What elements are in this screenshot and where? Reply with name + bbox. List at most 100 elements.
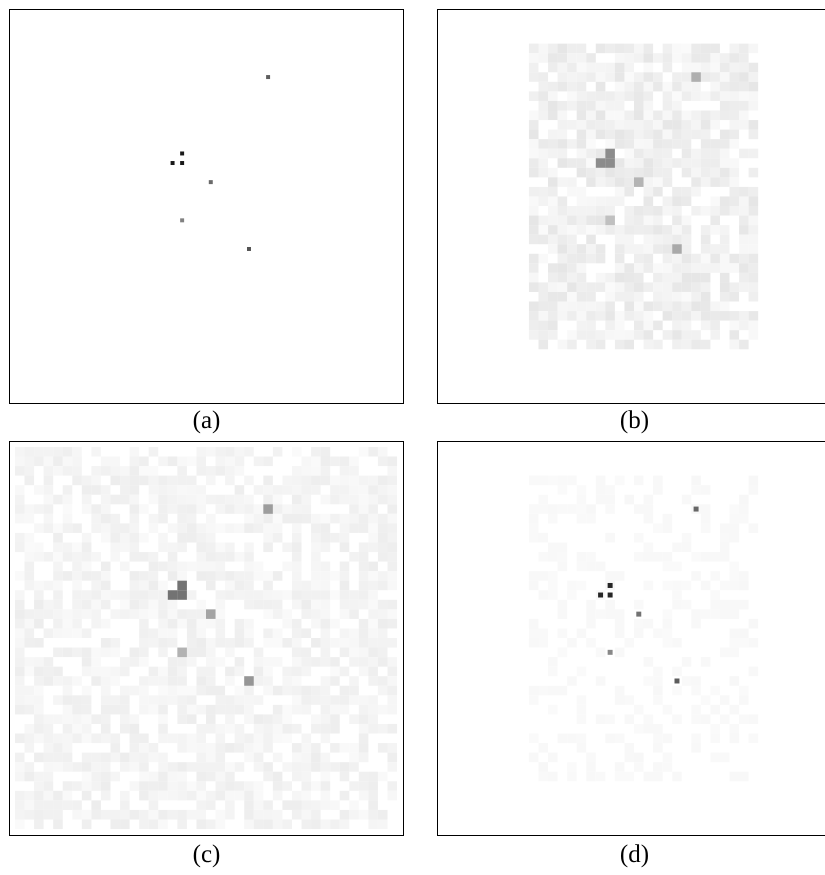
noise-pixel	[538, 234, 549, 245]
noise-pixel	[91, 809, 101, 820]
noise-pixel	[739, 53, 749, 63]
noise-pixel	[653, 552, 663, 562]
noise-pixel	[339, 513, 350, 524]
noise-pixel	[548, 148, 558, 159]
noise-pixel	[739, 120, 749, 130]
noise-pixel	[62, 504, 73, 514]
noise-pixel	[291, 446, 302, 457]
noise-pixel	[196, 561, 207, 572]
spot-pixel	[672, 244, 682, 254]
noise-pixel	[614, 234, 625, 245]
noise-pixel	[691, 167, 701, 178]
noise-pixel	[538, 110, 549, 121]
noise-pixel	[282, 762, 292, 772]
noise-pixel	[368, 446, 378, 457]
noise-pixel	[624, 234, 635, 245]
noise-pixel	[672, 72, 682, 82]
noise-pixel	[14, 800, 25, 810]
noise-pixel	[557, 552, 568, 562]
noise-pixel	[349, 809, 359, 820]
noise-pixel	[739, 339, 749, 350]
noise-pixel	[320, 704, 331, 715]
noise-pixel	[624, 244, 635, 254]
spot-pixel	[206, 609, 216, 619]
noise-pixel	[91, 800, 101, 810]
noise-pixel	[244, 571, 254, 581]
noise-pixel	[595, 311, 606, 321]
noise-pixel	[339, 695, 350, 705]
noise-pixel	[62, 523, 73, 533]
noise-pixel	[34, 752, 44, 763]
noise-pixel	[14, 657, 25, 667]
noise-pixel	[167, 781, 178, 791]
noise-pixel	[586, 513, 596, 524]
noise-pixel	[206, 657, 216, 667]
noise-pixel	[53, 762, 63, 772]
spot-pixel	[244, 676, 254, 686]
noise-pixel	[538, 320, 549, 331]
noise-pixel	[53, 561, 63, 572]
noise-pixel	[538, 148, 549, 159]
noise-pixel	[548, 129, 558, 140]
noise-pixel	[167, 628, 178, 639]
noise-pixel	[129, 456, 140, 467]
noise-pixel	[700, 53, 711, 63]
noise-pixel	[43, 714, 54, 724]
noise-pixel	[206, 752, 216, 763]
noise-pixel	[719, 100, 730, 111]
noise-pixel	[320, 456, 331, 467]
noise-pixel	[528, 120, 539, 130]
noise-pixel	[215, 618, 226, 629]
noise-pixel	[538, 196, 549, 207]
noise-pixel	[53, 695, 63, 705]
noise-pixel	[110, 456, 121, 467]
noise-pixel	[691, 311, 701, 321]
noise-pixel	[53, 552, 63, 562]
noise-pixel	[225, 590, 235, 600]
noise-pixel	[748, 244, 759, 254]
noise-pixel	[158, 475, 168, 486]
noise-pixel	[710, 253, 720, 264]
noise-pixel	[681, 599, 692, 610]
noise-pixel	[377, 676, 388, 686]
noise-pixel	[548, 330, 558, 340]
noise-pixel	[358, 561, 369, 572]
noise-pixel	[729, 100, 740, 111]
noise-pixel	[576, 139, 587, 149]
noise-pixel	[653, 666, 663, 677]
noise-pixel	[691, 263, 701, 273]
noise-pixel	[567, 91, 577, 101]
noise-pixel	[538, 53, 549, 63]
noise-pixel	[311, 571, 321, 581]
noise-pixel	[339, 819, 350, 830]
noise-pixel	[291, 580, 302, 591]
noise-pixel	[700, 43, 711, 54]
noise-pixel	[662, 580, 673, 591]
noise-pixel	[739, 148, 749, 159]
noise-pixel	[196, 523, 207, 533]
noise-pixel	[634, 291, 644, 302]
noise-pixel	[53, 800, 63, 810]
panel-d-image	[437, 441, 825, 836]
noise-pixel	[330, 762, 340, 772]
noise-pixel	[53, 618, 63, 629]
noise-pixel	[624, 282, 635, 292]
noise-pixel	[14, 762, 25, 772]
noise-pixel	[528, 72, 539, 82]
noise-pixel	[177, 456, 187, 467]
noise-pixel	[244, 704, 254, 715]
noise-pixel	[349, 676, 359, 686]
noise-pixel	[528, 320, 539, 331]
noise-pixel	[43, 485, 54, 495]
noise-pixel	[311, 657, 321, 667]
noise-pixel	[339, 609, 350, 619]
noise-pixel	[662, 330, 673, 340]
noise-pixel	[586, 339, 596, 350]
noise-pixel	[72, 676, 82, 686]
noise-pixel	[100, 571, 111, 581]
noise-pixel	[595, 215, 606, 226]
noise-pixel	[586, 206, 596, 216]
noise-pixel	[729, 253, 740, 264]
noise-pixel	[263, 532, 273, 543]
noise-pixel	[719, 599, 730, 610]
